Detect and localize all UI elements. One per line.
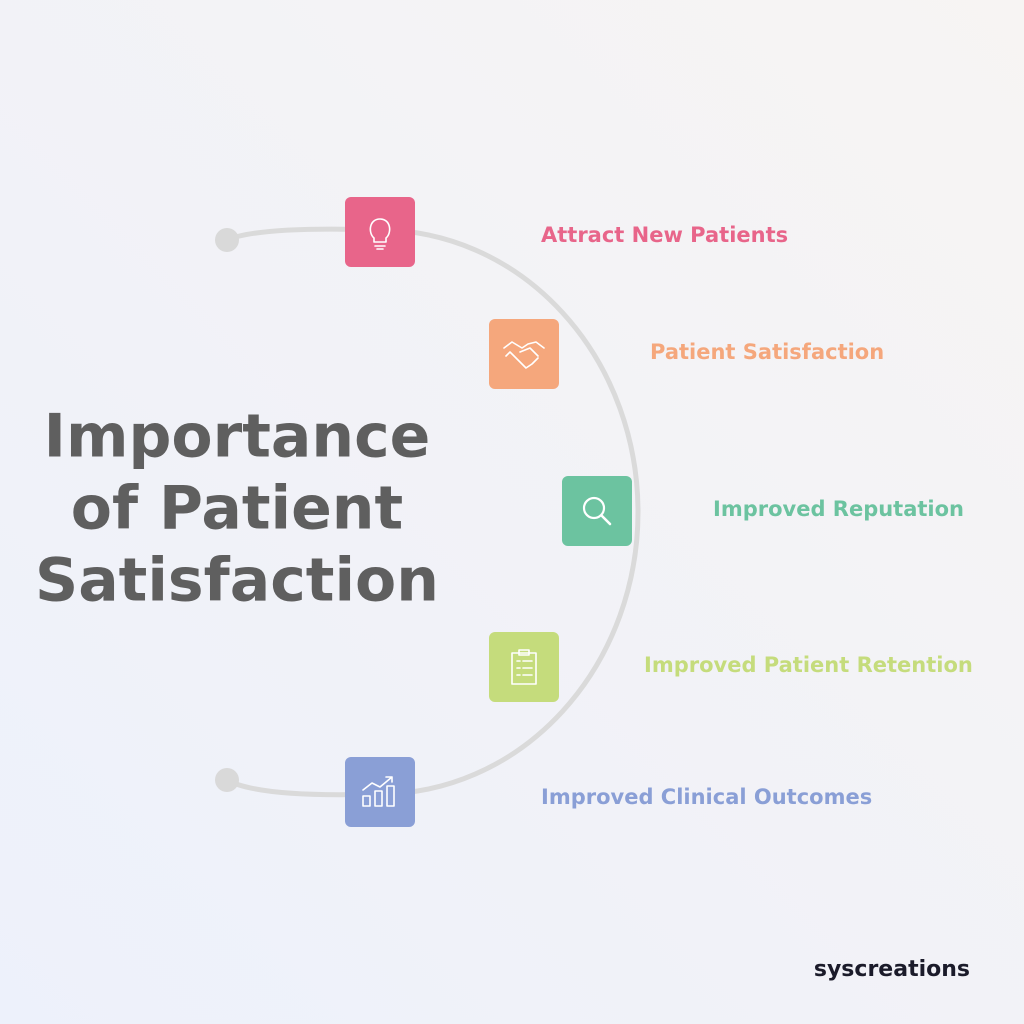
- item-label: Improved Patient Retention: [644, 653, 973, 677]
- title-line: Satisfaction: [35, 546, 439, 616]
- item-label: Patient Satisfaction: [650, 340, 884, 364]
- item-label: Improved Clinical Outcomes: [541, 785, 872, 809]
- bulb-icon: [369, 218, 391, 250]
- brand: syscreations: [814, 957, 970, 982]
- arc-end: [215, 228, 239, 252]
- title-line: Importance: [44, 402, 431, 472]
- box: [562, 476, 632, 546]
- item-label: Improved Reputation: [713, 497, 964, 521]
- item-box: [489, 632, 559, 702]
- box: [489, 632, 559, 702]
- item-box: [345, 757, 415, 827]
- item-box: [345, 197, 415, 267]
- handshake-icon: [503, 341, 545, 369]
- arc-end: [215, 768, 239, 792]
- search-handle: [600, 514, 612, 526]
- item-box: [562, 476, 632, 546]
- growth-icon: [362, 776, 395, 807]
- checklist-icon: [511, 649, 537, 685]
- title-line: of Patient: [71, 474, 403, 544]
- item-label: Attract New Patients: [541, 223, 788, 247]
- box: [345, 757, 415, 827]
- item-box: [489, 319, 559, 389]
- title: Importance of Patient Satisfaction: [35, 402, 439, 616]
- search-icon: [582, 496, 606, 520]
- box: [489, 319, 559, 389]
- box: [345, 197, 415, 267]
